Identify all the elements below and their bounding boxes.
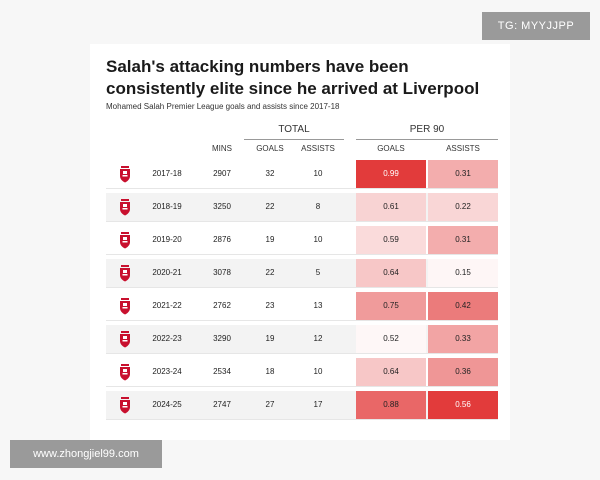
cell-goals-p90: 0.64 xyxy=(356,358,426,386)
cell-goals-p90: 0.64 xyxy=(356,259,426,287)
cell-assists: 17 xyxy=(313,400,323,409)
col-header-assists-p90: ASSISTS xyxy=(446,144,480,153)
liverpool-crest-icon xyxy=(120,199,130,216)
cell-assists-p90: 0.22 xyxy=(428,193,498,221)
col-header-mins: MINS xyxy=(212,144,232,153)
cell-season: 2022-23 xyxy=(152,334,182,343)
cell-season: 2017-18 xyxy=(152,169,182,178)
liverpool-crest-icon xyxy=(120,166,130,183)
watermark-top: TG: MYYJJPP xyxy=(482,12,590,40)
total-group-header: TOTAL xyxy=(278,124,310,135)
cell-mins: 3290 xyxy=(213,334,231,343)
table-row: 2022-23 3290 19 12 0.52 0.33 xyxy=(106,325,498,354)
cell-mins: 2907 xyxy=(213,169,231,178)
cell-mins: 2534 xyxy=(213,367,231,376)
cell-assists: 5 xyxy=(315,268,321,277)
cell-goals: 19 xyxy=(265,235,275,244)
cell-goals: 22 xyxy=(265,202,275,211)
col-header-goals: GOALS xyxy=(256,144,284,153)
cell-goals: 27 xyxy=(265,400,275,409)
per90-group-header: PER 90 xyxy=(409,124,445,135)
chart-subtitle: Mohamed Salah Premier League goals and a… xyxy=(106,102,340,111)
cell-assists: 10 xyxy=(313,235,323,244)
cell-goals-p90: 0.75 xyxy=(356,292,426,320)
cell-goals: 32 xyxy=(265,169,275,178)
cell-assists-p90: 0.36 xyxy=(428,358,498,386)
table-row: 2024-25 2747 27 17 0.88 0.56 xyxy=(106,391,498,420)
cell-mins: 2747 xyxy=(213,400,231,409)
table-row: 2019-20 2876 19 10 0.59 0.31 xyxy=(106,226,498,255)
table-row: 2018-19 3250 22 8 0.61 0.22 xyxy=(106,193,498,222)
liverpool-crest-icon xyxy=(120,397,130,414)
cell-assists: 10 xyxy=(313,367,323,376)
chart-card: Salah's attacking numbers have been cons… xyxy=(90,44,510,440)
table-row: 2017-18 2907 32 10 0.99 0.31 xyxy=(106,160,498,189)
cell-assists: 10 xyxy=(313,169,323,178)
watermark-bottom: www.zhongjiel99.com xyxy=(10,440,162,468)
cell-assists-p90: 0.31 xyxy=(428,160,498,188)
cell-mins: 3078 xyxy=(213,268,231,277)
cell-assists: 8 xyxy=(315,202,321,211)
liverpool-crest-icon xyxy=(120,331,130,348)
per90-group-rule xyxy=(356,139,498,140)
liverpool-crest-icon xyxy=(120,298,130,315)
cell-season: 2021-22 xyxy=(152,301,182,310)
table-row: 2021-22 2762 23 13 0.75 0.42 xyxy=(106,292,498,321)
cell-goals: 23 xyxy=(265,301,275,310)
cell-assists-p90: 0.31 xyxy=(428,226,498,254)
liverpool-crest-icon xyxy=(120,364,130,381)
cell-season: 2024-25 xyxy=(152,400,182,409)
liverpool-crest-icon xyxy=(120,232,130,249)
cell-assists: 12 xyxy=(313,334,323,343)
cell-goals-p90: 0.61 xyxy=(356,193,426,221)
cell-goals: 18 xyxy=(265,367,275,376)
cell-goals: 19 xyxy=(265,334,275,343)
cell-goals: 22 xyxy=(265,268,275,277)
col-header-assists: ASSISTS xyxy=(301,144,335,153)
cell-season: 2020-21 xyxy=(152,268,182,277)
total-group-rule xyxy=(244,139,344,140)
cell-assists-p90: 0.33 xyxy=(428,325,498,353)
table-row: 2023-24 2534 18 10 0.64 0.36 xyxy=(106,358,498,387)
cell-assists: 13 xyxy=(313,301,323,310)
cell-assists-p90: 0.42 xyxy=(428,292,498,320)
col-header-goals-p90: GOALS xyxy=(377,144,405,153)
cell-season: 2023-24 xyxy=(152,367,182,376)
cell-goals-p90: 0.88 xyxy=(356,391,426,419)
liverpool-crest-icon xyxy=(120,265,130,282)
cell-goals-p90: 0.99 xyxy=(356,160,426,188)
chart-title: Salah's attacking numbers have been cons… xyxy=(106,57,480,98)
cell-season: 2019-20 xyxy=(152,235,182,244)
cell-mins: 3250 xyxy=(213,202,231,211)
cell-assists-p90: 0.15 xyxy=(428,259,498,287)
cell-mins: 2876 xyxy=(213,235,231,244)
table-row: 2020-21 3078 22 5 0.64 0.15 xyxy=(106,259,498,288)
cell-goals-p90: 0.59 xyxy=(356,226,426,254)
cell-goals-p90: 0.52 xyxy=(356,325,426,353)
cell-mins: 2762 xyxy=(213,301,231,310)
cell-assists-p90: 0.56 xyxy=(428,391,498,419)
cell-season: 2018-19 xyxy=(152,202,182,211)
